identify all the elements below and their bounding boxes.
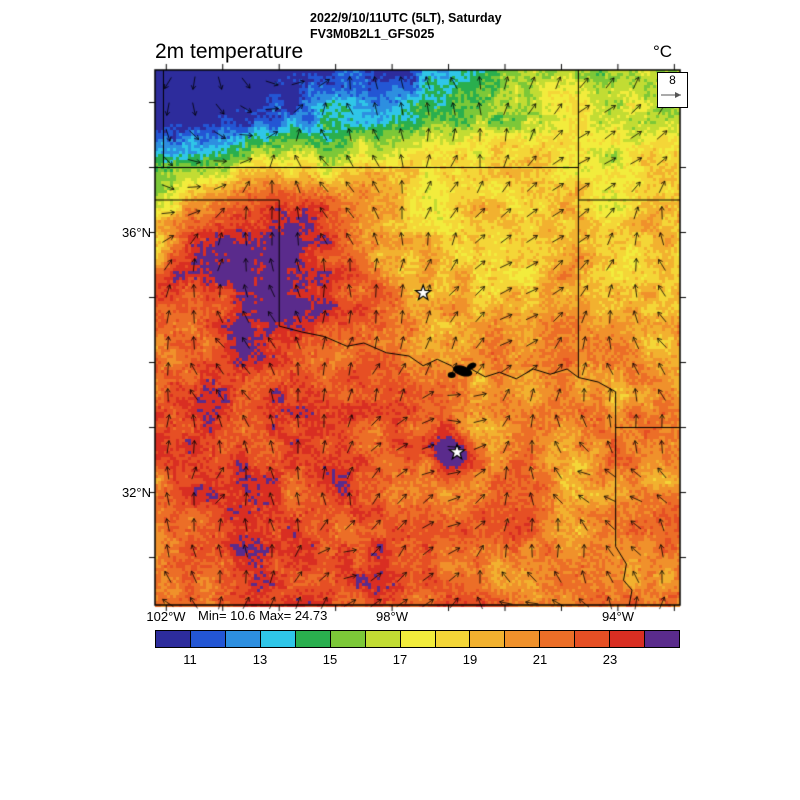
- colorbar-tick-label: 17: [392, 652, 408, 667]
- colorbar-segment-5: [330, 631, 366, 647]
- colorbar-tick-label: 13: [252, 652, 268, 667]
- lon-label-102w: 102°W: [146, 609, 186, 624]
- lat-label-32n: 32°N: [121, 485, 151, 500]
- colorbar-segment-11: [540, 631, 576, 647]
- colorbar-tick-label: 21: [532, 652, 548, 667]
- colorbar-tick-label: 19: [462, 652, 478, 667]
- colorbar-segment-2: [225, 631, 261, 647]
- colorbar-tick-label: 23: [602, 652, 618, 667]
- colorbar-segment-12: [575, 631, 611, 647]
- valid-time-title: 2022/9/10/11UTC (5LT), Saturday: [310, 11, 502, 25]
- colorbar-segment-9: [470, 631, 506, 647]
- colorbar-tick-labels: 11 13 15 17 19 21 23: [155, 652, 680, 668]
- colorbar-segment-10: [505, 631, 541, 647]
- wind-reference-arrow-icon: [661, 92, 681, 98]
- wind-reference-box: 8: [657, 72, 688, 108]
- colorbar-segment-4: [295, 631, 331, 647]
- temperature-map-canvas: [145, 60, 690, 615]
- title-block: 2022/9/10/11UTC (5LT), Saturday FV3M0B2L…: [310, 10, 502, 42]
- lon-label-98w: 98°W: [376, 609, 408, 624]
- variable-title: 2m temperature: [155, 40, 304, 63]
- colorbar-tick-label: 15: [322, 652, 338, 667]
- colorbar-segment-7: [400, 631, 436, 647]
- lat-label-36n: 36°N: [121, 225, 151, 240]
- colorbar: [155, 630, 680, 648]
- colorbar-segment-0: [156, 631, 191, 647]
- wind-reference-value: 8: [669, 73, 676, 87]
- lon-label-94w: 94°W: [602, 609, 634, 624]
- colorbar-segment-3: [260, 631, 296, 647]
- colorbar-tick-label: 11: [183, 652, 197, 667]
- colorbar-segment-14: [645, 631, 680, 647]
- colorbar-segment-1: [190, 631, 226, 647]
- colorbar-segment-8: [435, 631, 471, 647]
- model-title: FV3M0B2L1_GFS025: [310, 27, 435, 41]
- minmax-label: Min= 10.6 Max= 24.73: [198, 608, 328, 623]
- units-label: °C: [653, 42, 673, 61]
- colorbar-segment-13: [610, 631, 646, 647]
- colorbar-segment-6: [365, 631, 401, 647]
